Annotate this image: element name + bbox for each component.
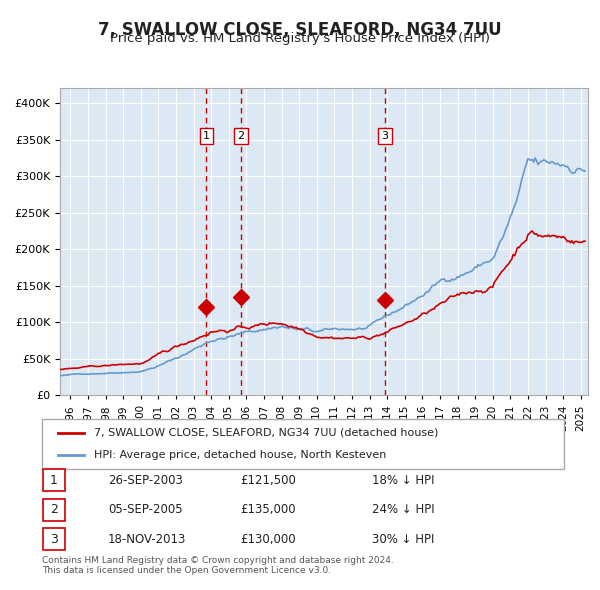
Text: 18% ↓ HPI: 18% ↓ HPI	[372, 474, 434, 487]
Text: 18-NOV-2013: 18-NOV-2013	[108, 533, 187, 546]
Text: 7, SWALLOW CLOSE, SLEAFORD, NG34 7UU: 7, SWALLOW CLOSE, SLEAFORD, NG34 7UU	[98, 21, 502, 39]
Bar	[206, 88, 241, 395]
Text: 7, SWALLOW CLOSE, SLEAFORD, NG34 7UU (detached house): 7, SWALLOW CLOSE, SLEAFORD, NG34 7UU (de…	[94, 428, 439, 438]
Text: Price paid vs. HM Land Registry's House Price Index (HPI): Price paid vs. HM Land Registry's House …	[110, 32, 490, 45]
Text: 30% ↓ HPI: 30% ↓ HPI	[372, 533, 434, 546]
Text: 2: 2	[50, 503, 58, 516]
Bar	[385, 88, 386, 395]
FancyBboxPatch shape	[42, 419, 564, 469]
Text: HPI: Average price, detached house, North Kesteven: HPI: Average price, detached house, Nort…	[94, 450, 386, 460]
Text: £135,000: £135,000	[240, 503, 296, 516]
Text: £130,000: £130,000	[240, 533, 296, 546]
FancyBboxPatch shape	[43, 469, 65, 491]
Text: 3: 3	[50, 533, 58, 546]
Text: 2: 2	[237, 131, 244, 141]
Text: £121,500: £121,500	[240, 474, 296, 487]
Text: 3: 3	[382, 131, 389, 141]
Text: 26-SEP-2003: 26-SEP-2003	[108, 474, 183, 487]
Text: 1: 1	[203, 131, 210, 141]
FancyBboxPatch shape	[43, 528, 65, 550]
Text: 05-SEP-2005: 05-SEP-2005	[108, 503, 182, 516]
Text: Contains HM Land Registry data © Crown copyright and database right 2024.
This d: Contains HM Land Registry data © Crown c…	[42, 556, 394, 575]
Text: 1: 1	[50, 474, 58, 487]
FancyBboxPatch shape	[43, 499, 65, 521]
Text: 24% ↓ HPI: 24% ↓ HPI	[372, 503, 434, 516]
